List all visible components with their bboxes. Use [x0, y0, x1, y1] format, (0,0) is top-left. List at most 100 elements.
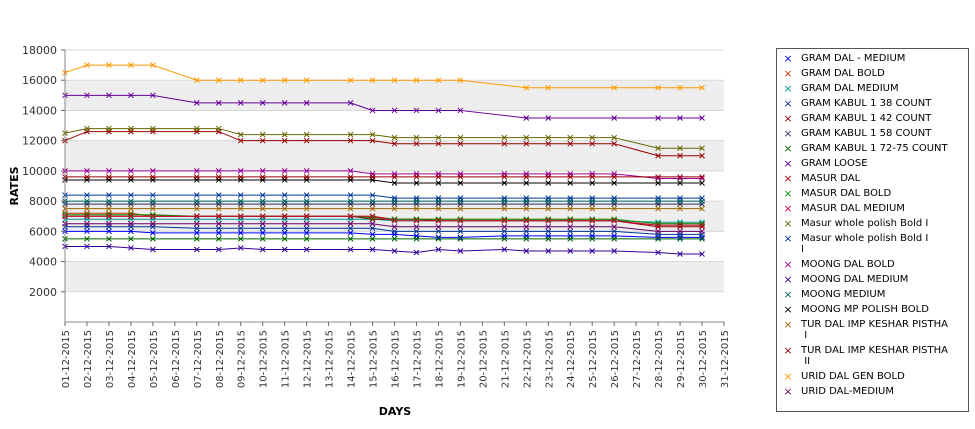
- x-tick-label: 13-12-2015: [325, 330, 336, 388]
- data-point: [413, 77, 420, 84]
- x-tick-label: 20-12-2015: [478, 330, 489, 388]
- data-point: [413, 174, 420, 180]
- legend-marker-icon: ×: [783, 288, 793, 301]
- data-point: [215, 198, 222, 204]
- data-point: [215, 205, 222, 212]
- legend-marker-icon: ×: [783, 172, 793, 185]
- data-point: [677, 145, 683, 152]
- data-point: [435, 236, 442, 242]
- data-point: [281, 137, 288, 144]
- data-point: [655, 175, 661, 182]
- data-point: [237, 220, 244, 227]
- x-tick-label: 30-12-2015: [698, 330, 709, 388]
- data-point: [347, 246, 354, 253]
- data-point: [699, 180, 705, 186]
- legend-marker-icon: ×: [783, 187, 793, 200]
- data-point: [369, 131, 376, 138]
- data-point: [281, 225, 288, 232]
- data-point: [413, 134, 420, 141]
- legend-label: TUR DAL IMP KESHAR PISTHA II: [801, 345, 948, 367]
- data-point: [589, 205, 596, 212]
- data-point: [611, 84, 618, 91]
- data-point: [347, 174, 354, 180]
- data-point: [347, 77, 354, 84]
- data-point: [237, 168, 244, 174]
- data-point: [611, 216, 618, 223]
- data-point: [259, 131, 266, 138]
- data-point: [523, 216, 530, 223]
- data-point: [150, 125, 156, 132]
- data-point: [347, 229, 354, 236]
- data-point: [303, 168, 310, 174]
- x-tick-label: 03-12-2015: [105, 330, 116, 388]
- data-point: [303, 213, 310, 220]
- data-point: [457, 217, 464, 224]
- data-point: [501, 205, 508, 212]
- data-point: [501, 174, 508, 180]
- data-point: [545, 228, 552, 235]
- series-line: [65, 230, 703, 238]
- data-point: [699, 228, 705, 235]
- legend-marker-icon: ×: [783, 82, 793, 95]
- data-point: [259, 168, 266, 174]
- data-point: [128, 220, 134, 227]
- data-point: [545, 223, 552, 230]
- data-point: [413, 217, 420, 224]
- data-point: [435, 234, 442, 241]
- legend-item: × GRAM KABUL 1 42 COUNT: [781, 113, 968, 124]
- data-point: [699, 84, 705, 91]
- legend-item: × Masur whole polish Bold I I: [781, 233, 968, 255]
- data-point: [611, 198, 618, 204]
- data-point: [545, 236, 552, 242]
- data-point: [106, 174, 112, 180]
- data-point: [281, 131, 288, 138]
- x-tick-label: 08-12-2015: [215, 330, 226, 388]
- data-point: [655, 84, 661, 91]
- data-point: [611, 217, 618, 224]
- data-point: [545, 140, 552, 147]
- data-point: [589, 248, 596, 254]
- data-point: [501, 217, 508, 224]
- x-tick-label: 27-12-2015: [632, 330, 643, 388]
- x-tick-label: 25-12-2015: [588, 330, 599, 388]
- data-point: [303, 77, 310, 84]
- data-point: [128, 92, 134, 99]
- plot-band: [65, 80, 724, 111]
- x-tick-label: 12-12-2015: [303, 330, 314, 388]
- data-point: [281, 174, 288, 180]
- data-point: [699, 205, 705, 212]
- data-point: [303, 220, 310, 227]
- data-point: [523, 134, 530, 141]
- data-point: [237, 131, 244, 138]
- data-point: [413, 205, 420, 212]
- data-point: [193, 168, 200, 174]
- data-point: [303, 225, 310, 232]
- legend-label: TUR DAL IMP KESHAR PISTHA I: [801, 319, 948, 341]
- data-point: [655, 236, 661, 242]
- legend-item: × GRAM KABUL 1 38 COUNT: [781, 98, 968, 109]
- series-lines: [64, 64, 703, 255]
- data-point: [589, 216, 596, 223]
- data-point: [391, 223, 398, 230]
- x-tick-labels: 01-12-2015 02-12-2015 03-12-2015 04-12-2015…: [61, 330, 731, 388]
- data-point: [413, 140, 420, 147]
- data-point: [215, 174, 222, 180]
- legend-item: × URID DAL GEN BOLD: [781, 371, 968, 382]
- data-point: [259, 198, 266, 204]
- data-point: [259, 225, 266, 232]
- data-point: [589, 140, 596, 147]
- data-point: [655, 180, 661, 186]
- data-point: [215, 246, 222, 253]
- data-point: [545, 248, 552, 254]
- data-point: [150, 62, 156, 68]
- data-point: [435, 134, 442, 141]
- data-point: [128, 125, 134, 132]
- data-point: [523, 223, 530, 230]
- data-point: [611, 228, 618, 235]
- legend-label: GRAM LOOSE: [801, 158, 868, 169]
- legend-item: × TUR DAL IMP KESHAR PISTHA II: [781, 345, 968, 367]
- data-point: [457, 248, 464, 254]
- x-tick-label: 14-12-2015: [347, 330, 358, 388]
- series-line: [65, 170, 703, 179]
- x-tick-label: 04-12-2015: [127, 330, 138, 388]
